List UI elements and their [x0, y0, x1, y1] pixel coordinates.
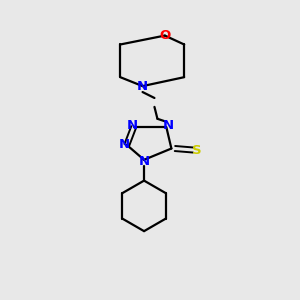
Text: N: N: [127, 119, 138, 132]
Text: O: O: [159, 29, 170, 42]
Text: S: S: [192, 143, 202, 157]
Text: N: N: [139, 155, 150, 168]
Text: N: N: [119, 138, 130, 152]
Text: N: N: [162, 119, 173, 132]
Text: N: N: [137, 80, 148, 93]
